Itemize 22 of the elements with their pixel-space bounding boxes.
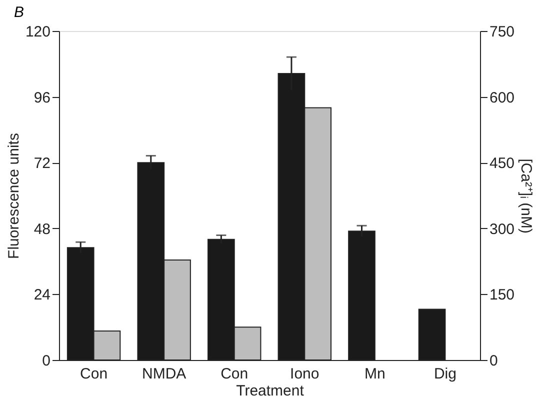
y2-tick-label: 150 [490, 286, 515, 304]
y-tick-label: 120 [25, 24, 50, 40]
y-tick-label: 72 [34, 155, 50, 172]
x-tick-label: Iono [290, 366, 320, 382]
y2-tick-label: 0 [490, 352, 498, 370]
x-tick-label: NMDA [142, 366, 186, 382]
y-tick-label: 24 [34, 286, 50, 304]
y-axis-title: Fluorescence units [5, 133, 22, 259]
x-tick-label: Con [220, 366, 248, 382]
chart-title: B [14, 4, 24, 21]
y-tick-label: 96 [34, 89, 50, 106]
y-tick-label: 0 [42, 352, 50, 370]
y-tick-label: 48 [34, 220, 50, 238]
x-tick-label: Mn [364, 366, 386, 382]
y2-tick-label: 450 [490, 155, 515, 172]
y2-tick-label: 750 [490, 24, 515, 40]
y2-tick-label: 300 [490, 220, 515, 238]
y2-tick-label: 600 [490, 89, 515, 106]
x-tick-label: Dig [434, 366, 456, 382]
y2-axis-title: [Ca²⁺]ᵢ (nM) [518, 158, 535, 234]
x-axis-title: Treatment [236, 382, 305, 400]
x-tick-label: Con [80, 366, 108, 382]
